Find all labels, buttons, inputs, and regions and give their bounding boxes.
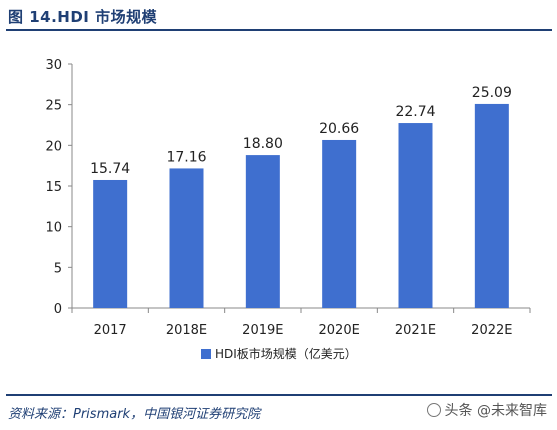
- legend-swatch: [201, 349, 211, 359]
- y-tick-label: 0: [54, 302, 62, 317]
- bar: [245, 155, 280, 308]
- bar: [474, 103, 509, 309]
- x-tick-label: 2017: [94, 323, 127, 338]
- y-tick-label: 20: [45, 139, 62, 154]
- x-tick-label: 2018E: [166, 323, 207, 338]
- title-divider: [6, 29, 552, 31]
- bar: [398, 123, 433, 308]
- y-tick-label: 25: [45, 99, 62, 114]
- data-label: 18.80: [243, 136, 283, 152]
- data-label: 20.66: [319, 121, 359, 137]
- source-note: 资料来源：Prismark，中国银河证券研究院: [8, 407, 261, 422]
- bar: [169, 168, 204, 308]
- data-label: 25.09: [472, 85, 512, 101]
- x-tick-label: 2021E: [395, 323, 436, 338]
- watermark: 头条 @未来智库: [426, 400, 547, 420]
- y-tick-label: 5: [54, 261, 62, 276]
- bar-chart: 0 5 10 15 20 25 30 15.74 2017 17.16 2018E 18.80 2019…: [45, 58, 531, 361]
- y-tick-label: 15: [45, 180, 62, 195]
- data-label: 22.74: [395, 104, 435, 120]
- legend-label: HDI板市场规模（亿美元）: [215, 346, 357, 361]
- source-divider: [6, 394, 552, 396]
- y-tick-label: 10: [45, 221, 62, 236]
- watermark-logo-icon: [426, 403, 441, 417]
- x-tick-label: 2019E: [242, 323, 283, 338]
- bar: [93, 179, 128, 308]
- data-label: 15.74: [90, 161, 130, 177]
- figure-title: 图 14.HDI 市场规模: [8, 8, 158, 26]
- watermark-text: 头条 @未来智库: [444, 403, 547, 419]
- data-label: 17.16: [166, 149, 206, 165]
- x-tick-label: 2022E: [471, 323, 512, 338]
- x-tick-label: 2020E: [319, 323, 360, 338]
- y-tick-label: 30: [45, 58, 62, 73]
- bar: [322, 139, 357, 308]
